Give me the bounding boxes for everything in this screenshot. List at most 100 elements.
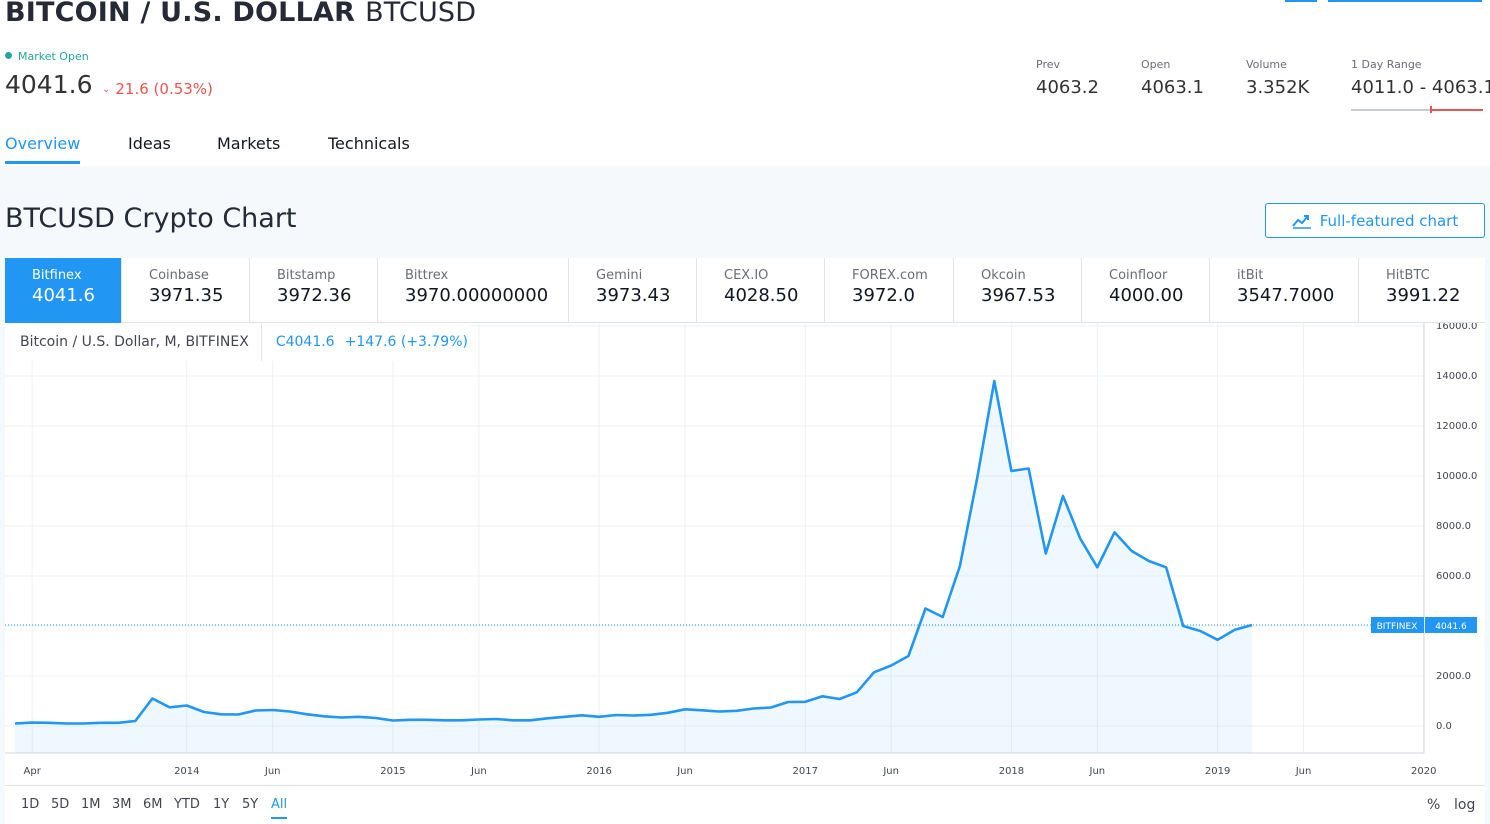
price-chart-canvas[interactable]: 0.02000.04000.06000.08000.010000.012000.… [5,323,1485,785]
exchange-price: 4041.6 [32,285,95,306]
exchange-name: Coinfloor [1109,268,1168,283]
exchange-tab-cexio[interactable]: CEX.IO 4028.50 [697,258,825,323]
exchange-price: 4000.00 [1109,285,1184,306]
y-tick-label: 14000.0 [1436,371,1477,382]
log-scale-button[interactable]: log [1454,797,1476,813]
day-range-fill [1430,109,1483,111]
stat-value: 4063.2 [1036,77,1099,98]
symbol-title: BITCOIN / U.S. DOLLAR BTCUSD [5,0,476,28]
exchange-price: 4028.50 [724,285,799,306]
range-5d-button[interactable]: 5D [51,797,70,812]
exchange-tab-hitbtc[interactable]: HitBTC 3991.22 [1359,258,1485,323]
y-tick-label: 12000.0 [1436,421,1477,432]
range-all-button[interactable]: All [271,797,288,819]
exchange-name: Bitfinex [32,268,82,283]
market-status: Market Open [5,50,89,63]
stat-value: 4011.0 - 4063.1 [1351,77,1490,98]
tab-markets[interactable]: Markets [217,134,281,153]
x-tick-label: Jun [1089,766,1106,777]
chart-panel: BTCUSD Crypto Chart Full-featured chart … [0,166,1490,824]
x-tick-label: 2015 [380,766,405,777]
exchange-tab-coinfloor[interactable]: Coinfloor 4000.00 [1082,258,1210,323]
chevron-down-icon: ⌄ [102,84,111,95]
y-tick-label: 6000.0 [1436,571,1471,582]
price-tag-value: 4041.6 [1435,622,1467,632]
range-ytd-button[interactable]: YTD [174,797,200,812]
x-tick-label: 2017 [793,766,818,777]
percent-scale-button[interactable]: % [1427,797,1441,813]
price-change: ⌄ 21.6 (0.53%) [102,80,213,98]
x-tick-label: Jun [264,766,281,777]
exchange-tab-itbit[interactable]: itBit 3547.7000 [1210,258,1359,323]
price-tag-exchange: BITFINEX [1377,622,1418,632]
exchange-tab-bitfinex[interactable]: Bitfinex 4041.6 [5,258,122,323]
x-tick-label: 2014 [174,766,199,777]
symbol-ticker: BTCUSD [365,0,477,28]
day-range-marker [1430,106,1432,113]
range-1y-button[interactable]: 1Y [213,797,230,812]
chart-legend: Bitcoin / U.S. Dollar, M, BITFINEX C4041… [5,323,468,361]
chart-section-title: BTCUSD Crypto Chart [5,203,297,234]
x-tick-label: 2020 [1411,766,1436,777]
tab-ideas[interactable]: Ideas [128,134,171,153]
exchange-name: Okcoin [981,268,1026,283]
exchange-price: 3973.43 [596,285,671,306]
y-tick-label: 10000.0 [1436,471,1477,482]
exchange-tab-bittrex[interactable]: Bittrex 3970.00000000 [378,258,569,323]
exchange-name: Bittrex [405,268,449,283]
y-tick-label: 2000.0 [1436,671,1471,682]
exchange-name: Bitstamp [277,268,336,283]
range-3m-button[interactable]: 3M [112,797,132,812]
x-tick-label: Jun [882,766,899,777]
range-5y-button[interactable]: 5Y [242,797,259,812]
full-featured-chart-button[interactable]: Full-featured chart [1265,203,1485,238]
exchange-tabs: Bitfinex 4041.6 Coinbase 3971.35 Bitstam… [5,258,1485,323]
header-stub-button[interactable] [1328,0,1482,2]
exchange-tab-forex[interactable]: FOREX.com 3972.0 [825,258,954,323]
day-range-bar [1351,106,1483,113]
x-tick-label: Jun [676,766,693,777]
exchange-tab-coinbase[interactable]: Coinbase 3971.35 [122,258,250,323]
full-featured-chart-label: Full-featured chart [1319,211,1459,230]
stat-value: 3.352K [1246,77,1310,98]
stat-label: Volume [1246,58,1287,71]
exchange-price: 3971.35 [149,285,224,306]
exchange-price: 3972.0 [852,285,915,306]
exchange-name: CEX.IO [724,268,769,283]
legend-change: +147.6 (+3.79%) [344,334,468,350]
tab-technicals[interactable]: Technicals [328,134,410,153]
range-1d-button[interactable]: 1D [21,797,40,812]
stat-label: Open [1141,58,1171,71]
series-area [15,381,1252,753]
stat-volume: Volume 3.352K [1246,58,1309,98]
x-tick-label: Jun [470,766,487,777]
market-status-label: Market Open [18,50,89,63]
exchange-price: 3991.22 [1386,285,1461,306]
range-1m-button[interactable]: 1M [81,797,101,812]
header-stub-button[interactable] [1285,0,1317,2]
stat-value: 4063.1 [1141,77,1204,98]
exchange-name: Gemini [596,268,643,283]
last-price: 4041.6 [5,70,93,99]
legend-symbol: Bitcoin / U.S. Dollar, M, BITFINEX [5,323,262,361]
y-tick-label: 0.0 [1436,721,1452,732]
exchange-tab-okcoin[interactable]: Okcoin 3967.53 [954,258,1082,323]
symbol-header: BITCOIN / U.S. DOLLAR BTCUSD Market Open … [0,0,1490,166]
exchange-tab-gemini[interactable]: Gemini 3973.43 [569,258,697,323]
y-tick-label: 16000.0 [1436,323,1477,332]
price-tag-value-box [1425,616,1477,633]
exchange-tab-bitstamp[interactable]: Bitstamp 3972.36 [250,258,378,323]
exchange-name: Coinbase [149,268,209,283]
y-tick-label: 8000.0 [1436,521,1471,532]
stat-day-range: 1 Day Range 4011.0 - 4063.1 [1351,58,1490,98]
legend-close: C4041.6 [275,334,335,350]
range-6m-button[interactable]: 6M [143,797,163,812]
symbol-name: BITCOIN / U.S. DOLLAR [5,0,356,28]
stat-label: Prev [1036,58,1060,71]
price-chart[interactable]: 0.02000.04000.06000.08000.010000.012000.… [5,323,1485,824]
x-tick-label: Apr [24,766,42,777]
x-tick-label: 2016 [586,766,611,777]
tab-overview[interactable]: Overview [5,134,81,164]
exchange-price: 3967.53 [981,285,1056,306]
x-tick-label: 2018 [999,766,1024,777]
